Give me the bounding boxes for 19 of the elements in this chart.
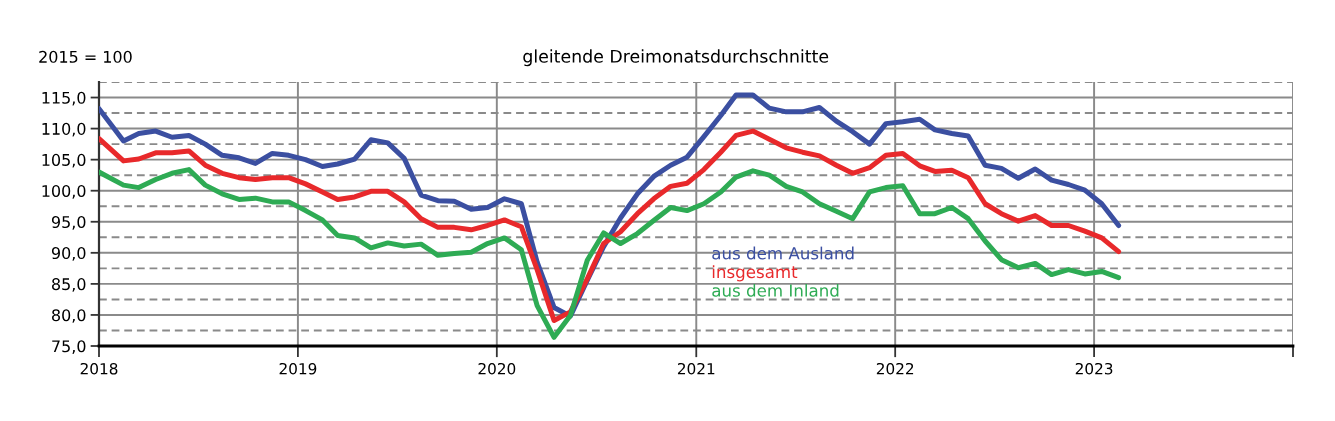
y-tick-label: 75,0 xyxy=(52,340,86,354)
y-tick-label: 100,0 xyxy=(42,184,86,199)
y-tick-label: 110,0 xyxy=(42,122,86,137)
y-tick-label: 115,0 xyxy=(42,91,86,106)
chart-title: gleitende Dreimonatsdurchschnitte xyxy=(523,49,829,67)
text: insgesamt xyxy=(712,265,798,282)
y-tick-label: 105,0 xyxy=(42,153,86,168)
y-tick-label: 90,0 xyxy=(51,247,86,261)
x-tick-label: 2018 xyxy=(80,362,118,375)
x-tick-label: 2020 xyxy=(478,362,516,375)
x-tick-label: 2021 xyxy=(677,362,715,375)
y-tick-label: 85,0 xyxy=(52,278,86,292)
y-tick-label: 80,0 xyxy=(52,309,86,323)
y-axis-title: 2015 = 100 xyxy=(39,50,132,63)
text: aus dem Inland xyxy=(712,283,839,297)
x-tick-label: 2019 xyxy=(279,362,317,375)
x-tick-label: 2023 xyxy=(1075,362,1113,375)
y-tick-label: 95,0 xyxy=(51,215,86,230)
x-tick-label: 2022 xyxy=(876,362,914,375)
